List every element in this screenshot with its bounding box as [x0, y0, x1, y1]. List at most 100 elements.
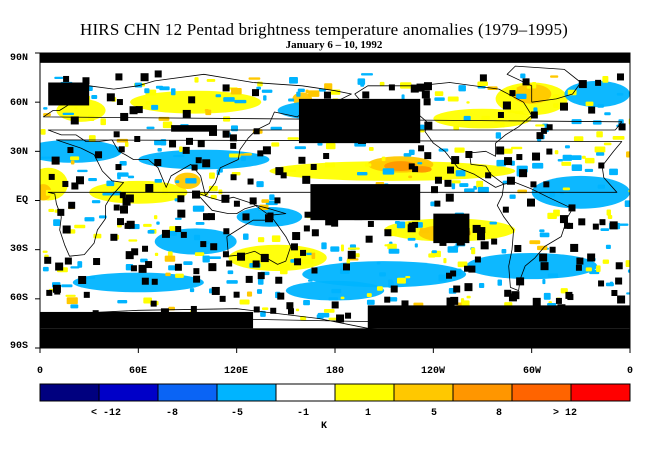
anomaly-speckle — [256, 289, 263, 294]
missing-area — [40, 328, 630, 348]
anomaly-speckle — [324, 162, 336, 168]
anomaly-speckle — [151, 104, 159, 110]
anomaly-speckle — [88, 85, 93, 92]
missing-box — [540, 127, 547, 134]
anomaly-speckle — [405, 275, 411, 279]
missing-box — [545, 311, 552, 318]
anomaly-speckle — [553, 209, 560, 217]
anomaly-speckle — [338, 256, 343, 262]
anomaly-speckle — [477, 81, 488, 86]
anomaly-speckle — [179, 146, 183, 152]
missing-box — [113, 204, 120, 211]
anomaly-speckle — [366, 293, 372, 297]
anomaly-speckle — [223, 116, 231, 122]
missing-box — [275, 167, 284, 176]
anomaly-speckle — [284, 169, 297, 172]
missing-area — [40, 53, 630, 63]
anomaly-speckle — [478, 282, 485, 288]
missing-box — [257, 272, 265, 280]
lat-label-30n: 30N — [9, 147, 28, 158]
missing-box — [207, 213, 215, 221]
missing-box — [193, 268, 200, 275]
anomaly-speckle — [361, 73, 373, 76]
anomaly-speckle — [261, 199, 270, 203]
anomaly-speckle — [170, 88, 176, 96]
coastlines — [40, 65, 623, 329]
missing-box — [154, 70, 162, 78]
missing-box — [567, 222, 574, 229]
missing-box — [327, 108, 334, 115]
lat-label-60n: 60N — [9, 98, 28, 109]
coast-eurasia — [42, 73, 623, 196]
missing-box — [400, 100, 407, 107]
missing-box — [209, 127, 218, 136]
anomaly-speckle — [571, 155, 582, 161]
colorbar-label-5: 1 — [364, 408, 371, 419]
anomaly-speckle — [70, 304, 79, 309]
anomaly-speckle — [443, 258, 447, 264]
missing-box — [522, 78, 530, 86]
missing-box — [188, 96, 196, 104]
missing-box — [242, 213, 250, 221]
anomaly-speckle — [40, 129, 46, 135]
anomaly-speckle — [53, 219, 61, 227]
anomaly-speckle — [195, 222, 205, 225]
lon-label-0: 0 — [36, 366, 43, 377]
missing-box — [222, 130, 230, 138]
missing-box — [93, 258, 101, 266]
anomaly-speckle — [311, 252, 316, 259]
anomaly-speckle — [174, 217, 182, 220]
missing-box — [52, 284, 61, 293]
missing-box — [576, 257, 584, 265]
anomaly-speckle — [162, 121, 173, 129]
anomaly-speckle — [175, 180, 180, 184]
anomaly-speckle — [154, 252, 159, 257]
missing-box — [540, 262, 549, 271]
missing-box — [270, 307, 277, 314]
missing-box — [336, 314, 345, 323]
anomaly-speckle — [321, 242, 327, 250]
anomaly-speckle — [476, 180, 484, 188]
missing-box — [347, 189, 355, 197]
anomaly-speckle — [627, 269, 630, 273]
missing-box — [286, 302, 294, 310]
missing-box — [339, 131, 347, 139]
missing-box — [185, 137, 193, 145]
missing-box — [611, 289, 618, 296]
axis-ticks — [35, 52, 631, 353]
anomaly-speckle — [602, 259, 610, 264]
colorbar-swatch — [393, 383, 454, 402]
missing-box — [303, 225, 310, 232]
missing-box — [468, 265, 476, 273]
missing-box — [504, 289, 512, 297]
anomaly-speckle — [535, 124, 545, 127]
anomaly-speckle — [239, 299, 250, 305]
missing-box — [252, 260, 260, 268]
missing-box — [456, 237, 465, 246]
anomaly-speckle — [516, 93, 527, 100]
anomaly-speckle — [382, 168, 395, 175]
missing-box — [410, 84, 419, 93]
missing-box — [64, 257, 72, 265]
missing-box — [151, 278, 158, 285]
missing-box — [106, 93, 115, 102]
missing-box — [140, 73, 149, 82]
anomaly-speckle — [223, 97, 235, 102]
anomaly-speckle — [592, 120, 602, 125]
anomaly-speckle — [256, 181, 264, 188]
missing-box — [616, 73, 624, 81]
colorbar-swatch — [216, 383, 277, 402]
missing-box — [154, 159, 162, 167]
lon-label-0-east: 0 — [626, 366, 633, 377]
missing-box — [274, 197, 281, 204]
missing-box — [451, 156, 460, 165]
coast-north-america — [354, 82, 533, 188]
missing-box — [477, 232, 486, 241]
anomaly-speckle — [61, 284, 73, 288]
missing-box — [125, 251, 134, 260]
missing-box — [62, 180, 69, 187]
missing-box — [506, 176, 515, 185]
missing-box — [424, 121, 433, 130]
missing-box — [118, 146, 125, 153]
anomaly-speckle — [489, 221, 497, 225]
